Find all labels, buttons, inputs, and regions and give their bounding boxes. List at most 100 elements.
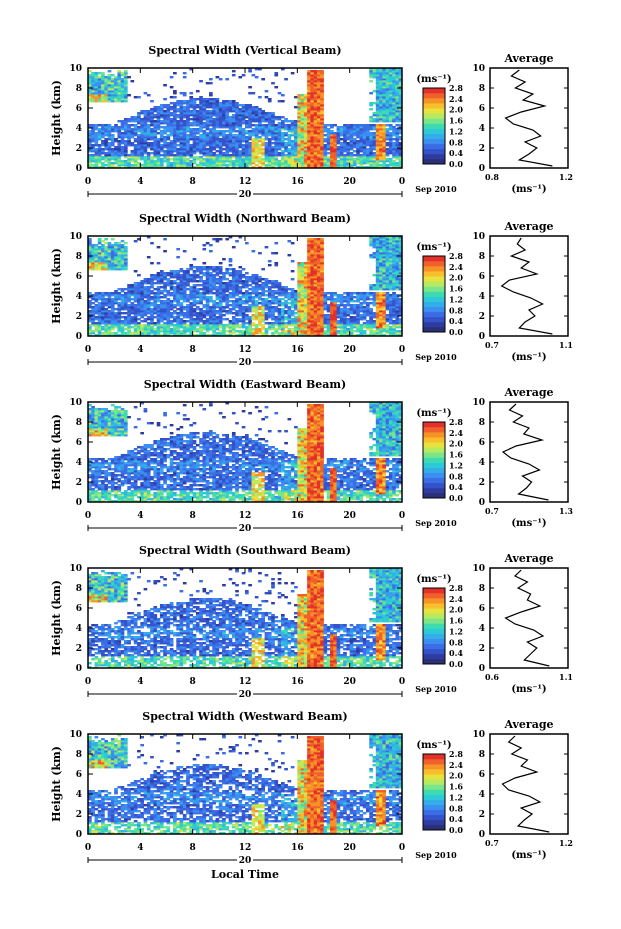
heatmap-cell (287, 138, 292, 141)
heatmap-cell (313, 80, 318, 83)
heatmap-cell (300, 144, 305, 147)
heatmap-cell (209, 94, 213, 97)
heatmap-cell (169, 86, 174, 89)
heatmap-cell (235, 144, 239, 147)
heatmap-cell (205, 162, 210, 165)
heatmap-cell (228, 108, 233, 111)
heatmap-cell (192, 328, 197, 331)
heatmap-cell (130, 164, 135, 167)
heatmap-cell (88, 154, 92, 157)
heatmap-cell (251, 132, 256, 135)
heatmap-cell (228, 150, 233, 153)
heatmap-cell (192, 258, 197, 261)
heatmap-cell (120, 128, 125, 131)
heatmap-cell (310, 106, 315, 109)
heatmap-cell (88, 130, 92, 133)
heatmap-cell (398, 110, 403, 113)
heatmap-cell (97, 268, 102, 271)
heatmap-cell (88, 306, 92, 309)
heatmap-cell (150, 274, 154, 277)
heatmap-cell (395, 130, 400, 133)
heatmap-cell (199, 308, 203, 311)
heatmap-cell (176, 122, 180, 125)
heatmap-cell (218, 154, 223, 157)
heatmap-cell (395, 162, 400, 165)
heatmap-cell (163, 290, 167, 293)
heatmap-cell (316, 150, 321, 153)
heatmap-cell (316, 122, 321, 125)
heatmap-cell (205, 136, 210, 139)
heatmap-cell (107, 96, 112, 99)
heatmap-cell (320, 166, 324, 169)
heatmap-cell (140, 310, 144, 313)
heatmap-cell (192, 152, 197, 155)
heatmap-cell (146, 334, 151, 337)
heatmap-cell (159, 272, 164, 275)
heatmap-cell (215, 286, 220, 289)
heatmap-cell (88, 294, 92, 297)
heatmap-cell (313, 142, 318, 145)
heatmap-cell (94, 318, 99, 321)
heatmap-cell (336, 160, 341, 163)
heatmap-cell (261, 112, 266, 115)
heatmap-cell (166, 312, 171, 315)
heatmap-cell (326, 148, 331, 151)
heatmap-cell (120, 152, 125, 155)
heatmap-cell (248, 134, 252, 137)
heatmap-cell (130, 120, 135, 123)
heatmap-cell (110, 298, 115, 301)
heatmap-cell (241, 108, 246, 111)
heatmap-cell (366, 156, 370, 159)
heatmap-cell (215, 120, 220, 123)
heatmap-cell (133, 318, 138, 321)
heatmap-cell (176, 160, 180, 163)
heatmap-cell (231, 160, 236, 163)
heatmap-cell (245, 166, 249, 169)
heatmap-cell (284, 128, 288, 131)
heatmap-cell (218, 124, 223, 127)
heatmap-cell (186, 280, 190, 283)
heatmap-cell (382, 116, 387, 119)
heatmap-cell (382, 98, 387, 101)
heatmap-cell (156, 116, 161, 119)
heatmap-cell (212, 106, 216, 109)
heatmap-cell (205, 114, 210, 117)
heatmap-cell (176, 156, 180, 159)
heatmap-cell (356, 132, 360, 135)
heatmap-cell (133, 294, 138, 297)
heatmap-cell (300, 140, 305, 143)
heatmap-cell (202, 134, 207, 137)
heatmap-cell (280, 302, 285, 305)
heatmap-cell (231, 136, 236, 139)
heatmap-cell (110, 304, 115, 307)
heatmap-cell (182, 124, 187, 127)
heatmap-cell (91, 264, 95, 267)
heatmap-cell (166, 298, 171, 301)
heatmap-cell (146, 158, 151, 161)
heatmap-cell (392, 84, 396, 87)
heatmap-cell (310, 70, 315, 73)
heatmap-cell (114, 242, 118, 245)
heatmap-cell (133, 314, 138, 317)
heatmap-cell (313, 150, 318, 153)
heatmap-cell (179, 120, 184, 123)
heatmap-cell (326, 134, 331, 137)
heatmap-cell (101, 142, 105, 145)
heatmap-cell (382, 154, 387, 157)
heatmap-cell (107, 86, 112, 89)
heatmap-cell (140, 154, 144, 157)
heatmap-cell (94, 150, 99, 153)
heatmap-cell (254, 118, 259, 121)
heatmap-cell (150, 292, 154, 295)
heatmap-cell (120, 312, 125, 315)
heatmap-cell (294, 132, 298, 135)
heatmap-cell (398, 130, 403, 133)
heatmap-cell (352, 128, 357, 131)
heatmap-cell (143, 318, 148, 321)
heatmap-cell (94, 136, 99, 139)
heatmap-cell (205, 82, 210, 85)
heatmap-cell (284, 118, 288, 121)
heatmap-cell (264, 142, 269, 145)
heatmap-cell (395, 112, 400, 115)
heatmap-cell (333, 154, 337, 157)
